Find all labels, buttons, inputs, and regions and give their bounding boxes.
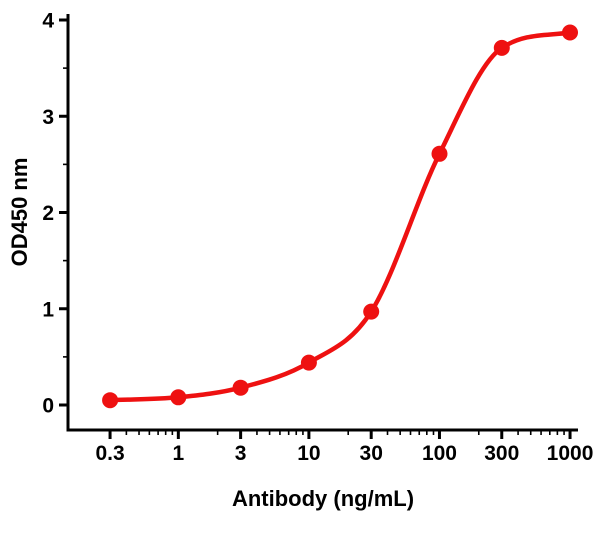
data-point-marker	[102, 392, 119, 409]
data-point-marker	[493, 39, 510, 56]
axis-frame	[66, 14, 578, 432]
y-axis-title: OD450 nm	[7, 158, 32, 267]
data-point-marker	[431, 145, 448, 162]
data-point-marker	[363, 303, 380, 320]
data-point-marker	[170, 389, 187, 406]
y-tick-label: 4	[42, 10, 54, 33]
data-point-marker	[562, 24, 578, 41]
data-series	[102, 24, 578, 409]
x-tick-label: 1000	[547, 442, 594, 465]
y-tick-label: 3	[42, 106, 54, 129]
x-tick-label: 0.3	[95, 442, 124, 465]
series-line	[107, 30, 573, 403]
y-tick-label: 1	[42, 298, 54, 321]
x-tick-label: 300	[484, 442, 519, 465]
x-tick-label: 10	[297, 442, 320, 465]
x-tick-label: 100	[422, 442, 457, 465]
axes: 0.3 1 3 10 30 100 300 1000 0 1 2 3 4	[42, 10, 593, 466]
y-tick-label: 0	[42, 395, 54, 418]
x-axis-title: Antibody (ng/mL)	[232, 486, 414, 511]
data-point-marker	[300, 354, 317, 371]
x-tick-label: 30	[360, 442, 383, 465]
x-tick-label: 3	[235, 442, 247, 465]
x-tick-label: 1	[172, 442, 184, 465]
y-tick-label: 2	[42, 202, 54, 225]
data-point-marker	[232, 379, 249, 396]
